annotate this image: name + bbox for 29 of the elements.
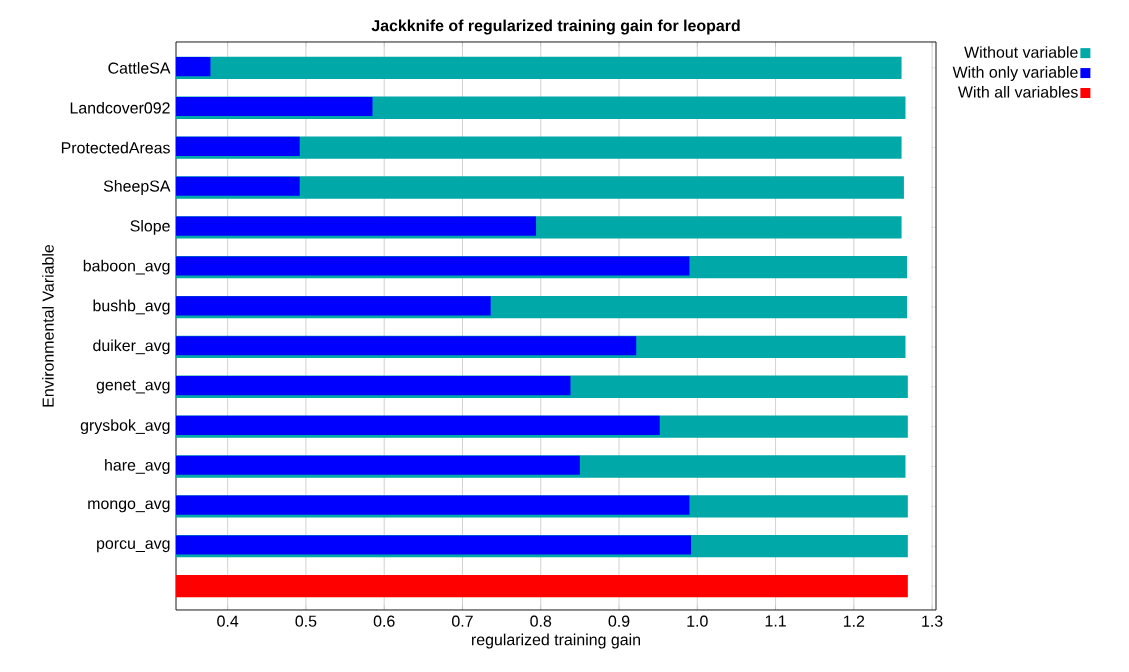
legend-label: Without variable: [964, 46, 1078, 58]
x-tick-label: 1.1: [765, 615, 786, 627]
y-tick-label: porcu_avg: [97, 540, 170, 553]
legend-label: With only variable: [952, 66, 1078, 81]
y-tick-label: CattleSA: [108, 62, 171, 74]
x-axis-title: regularized training gain: [472, 633, 640, 649]
y-tick-label: genet_avg: [96, 379, 170, 394]
y-tick-label: duiker_avg: [93, 339, 170, 355]
x-tick-label: 0.6: [373, 615, 395, 627]
y-tick-label: ProtectedAreas: [61, 141, 170, 154]
x-tick-label: 1.3: [922, 615, 943, 627]
x-tick-label: 0.5: [295, 615, 317, 627]
y-tick-label: grysbok_avg: [80, 419, 170, 435]
x-tick-label: 0.9: [608, 615, 630, 627]
legend-label: With all variables: [957, 86, 1078, 98]
chart-title: Jackknife of regularized training gain for leopard: [371, 19, 740, 35]
y-axis-title: Environmental Variable: [42, 244, 54, 407]
y-tick-label: baboon_avg: [83, 259, 170, 275]
x-tick-label: 0.4: [217, 615, 239, 627]
y-tick-label: SheepSA: [103, 180, 171, 195]
y-tick-label: Slope: [130, 219, 170, 235]
x-tick-label: 1.0: [687, 615, 708, 627]
y-tick-label: mongo_avg: [88, 500, 170, 513]
y-tick-label: Landcover092: [70, 101, 170, 114]
x-tick-label: 0.8: [530, 615, 552, 627]
x-tick-label: 1.2: [843, 615, 865, 627]
x-tick-label: 0.7: [452, 615, 473, 627]
y-tick-label: hare_avg: [105, 459, 170, 474]
y-tick-label: bushb_avg: [93, 299, 170, 315]
